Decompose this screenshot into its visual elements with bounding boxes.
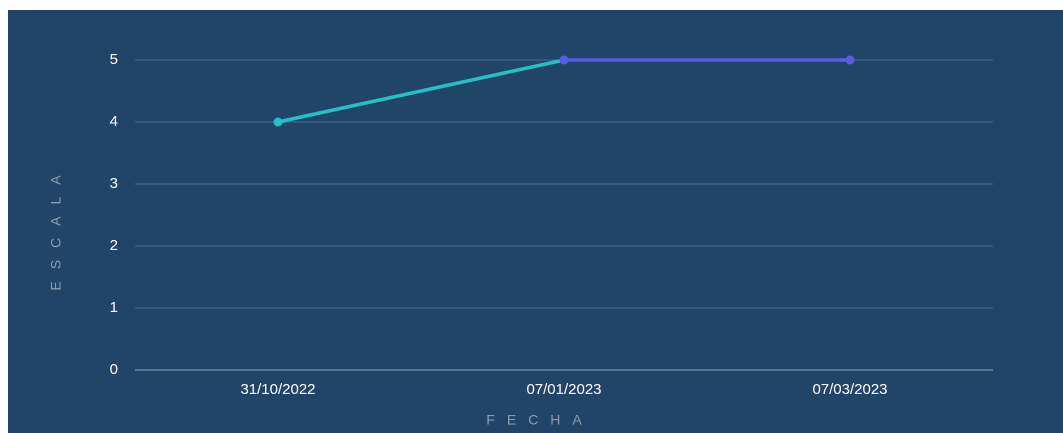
y-tick-label: 2 [110,237,118,254]
x-axis-label: FECHA [486,412,593,428]
y-tick-label: 1 [110,299,118,316]
x-tick-label: 31/10/2022 [240,381,315,398]
point [845,55,855,65]
y-tick-label: 4 [110,113,118,130]
y-tick-label: 0 [110,361,118,378]
point [559,55,569,65]
y-tick-label: 5 [110,51,118,68]
y-axis-label: ESCALA [48,163,64,290]
panel [8,10,1063,433]
y-tick-label: 3 [110,175,118,192]
point [273,117,283,127]
x-tick-label: 07/03/2023 [812,381,887,398]
x-tick-label: 07/01/2023 [526,381,601,398]
